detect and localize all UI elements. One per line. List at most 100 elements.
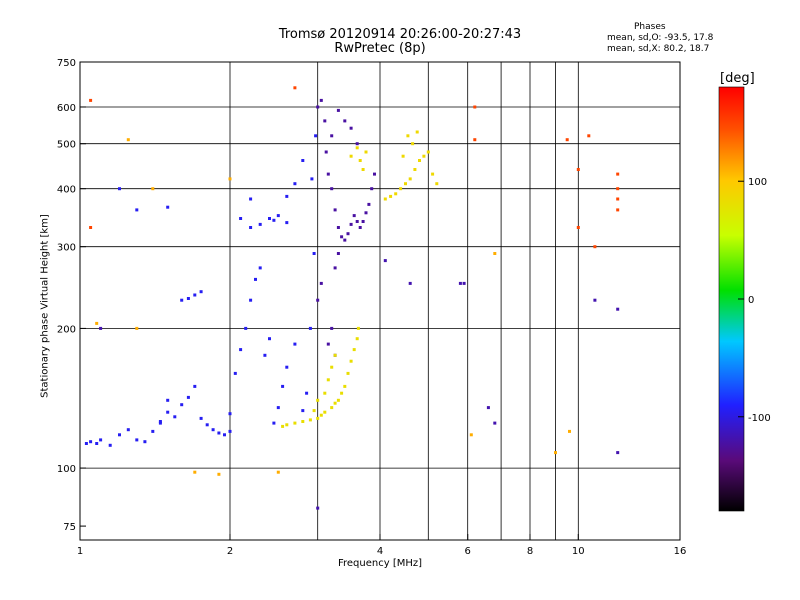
data-point bbox=[312, 252, 316, 255]
y-axis-ticks: 750 600 500 400 300 200 100 75 bbox=[57, 58, 86, 533]
data-point bbox=[356, 326, 360, 330]
data-point bbox=[89, 226, 93, 229]
y-tick-label: 750 bbox=[57, 58, 76, 69]
data-point bbox=[408, 281, 412, 285]
data-point bbox=[135, 438, 139, 442]
y-axis-label: Stationary phase Virtual Height [km] bbox=[39, 214, 51, 398]
data-point bbox=[587, 134, 591, 138]
phases-x-mode: mean, sd,X: 80.2, 18.7 bbox=[607, 44, 710, 54]
data-point bbox=[276, 214, 280, 218]
data-point bbox=[333, 401, 337, 405]
data-point bbox=[99, 326, 103, 330]
data-point bbox=[158, 420, 162, 423]
data-point bbox=[340, 235, 344, 239]
data-point bbox=[316, 506, 320, 510]
data-point bbox=[361, 168, 365, 171]
data-point bbox=[330, 326, 334, 330]
y-tick-label: 600 bbox=[57, 103, 76, 114]
data-point bbox=[239, 217, 243, 220]
data-point bbox=[340, 391, 344, 395]
data-point bbox=[118, 187, 121, 191]
data-point bbox=[408, 177, 412, 181]
data-point bbox=[413, 168, 417, 171]
chart-title: Tromsø 20120914 20:26:00-20:27:43 bbox=[278, 27, 522, 42]
data-point bbox=[193, 384, 197, 388]
data-point bbox=[193, 470, 197, 474]
data-point bbox=[323, 391, 327, 395]
data-point bbox=[336, 398, 340, 402]
data-point bbox=[361, 220, 365, 223]
data-point bbox=[272, 218, 276, 222]
colorbar-tick-label: 0 bbox=[748, 295, 754, 306]
data-point bbox=[249, 298, 253, 302]
data-point bbox=[84, 442, 88, 445]
data-point bbox=[333, 266, 337, 270]
data-point bbox=[211, 428, 215, 432]
data-point bbox=[301, 159, 305, 162]
data-point bbox=[166, 205, 170, 209]
phases-o-mode: mean, sd,O: -93.5, 17.8 bbox=[607, 33, 714, 43]
data-point bbox=[312, 409, 316, 413]
y-tick-label: 500 bbox=[57, 140, 76, 151]
data-point bbox=[258, 266, 262, 270]
data-point bbox=[89, 98, 93, 102]
data-point bbox=[249, 197, 253, 201]
data-point bbox=[199, 290, 203, 294]
x-tick-label: 6 bbox=[465, 546, 471, 557]
data-point bbox=[404, 182, 407, 186]
data-point bbox=[143, 440, 147, 444]
data-point bbox=[233, 371, 237, 375]
data-point bbox=[310, 177, 314, 181]
data-point bbox=[293, 342, 297, 346]
data-point bbox=[493, 421, 497, 425]
data-point bbox=[135, 326, 139, 330]
data-point bbox=[576, 226, 580, 229]
data-point bbox=[285, 221, 289, 225]
data-point bbox=[399, 187, 403, 191]
data-point bbox=[228, 429, 232, 433]
data-point bbox=[343, 238, 347, 242]
chart-subtitle: RwPretec (8p) bbox=[334, 41, 426, 56]
data-point bbox=[389, 194, 393, 198]
data-point bbox=[355, 142, 359, 146]
data-point bbox=[364, 211, 368, 215]
data-point bbox=[323, 119, 327, 123]
data-point bbox=[239, 348, 243, 352]
data-point bbox=[346, 371, 350, 375]
data-point bbox=[355, 337, 359, 341]
data-point bbox=[89, 440, 93, 444]
data-point bbox=[330, 406, 334, 410]
data-point bbox=[276, 406, 280, 410]
data-point bbox=[330, 187, 334, 191]
data-point bbox=[355, 220, 359, 223]
data-point bbox=[355, 146, 359, 150]
data-point bbox=[151, 187, 155, 191]
data-point bbox=[411, 142, 415, 146]
data-point bbox=[346, 232, 350, 236]
data-point bbox=[308, 326, 312, 330]
data-point bbox=[336, 108, 340, 112]
data-point bbox=[95, 442, 99, 445]
data-point bbox=[358, 159, 362, 162]
data-point bbox=[316, 416, 320, 420]
data-point bbox=[435, 182, 439, 186]
data-point bbox=[422, 154, 426, 158]
data-point bbox=[199, 416, 203, 420]
data-point bbox=[314, 134, 318, 138]
data-point bbox=[336, 252, 340, 255]
data-point bbox=[319, 281, 323, 285]
data-point bbox=[228, 412, 232, 416]
data-point bbox=[616, 197, 620, 201]
data-point bbox=[244, 326, 248, 330]
data-point bbox=[173, 415, 177, 419]
colorbar-tick-label: 100 bbox=[748, 177, 767, 188]
data-point bbox=[316, 105, 320, 109]
data-point bbox=[285, 423, 289, 427]
data-point bbox=[316, 398, 320, 402]
data-point bbox=[473, 105, 477, 109]
data-point bbox=[268, 337, 271, 341]
data-points bbox=[84, 86, 620, 510]
data-point bbox=[418, 159, 421, 162]
data-point bbox=[135, 208, 139, 212]
x-tick-label: 2 bbox=[227, 546, 233, 557]
